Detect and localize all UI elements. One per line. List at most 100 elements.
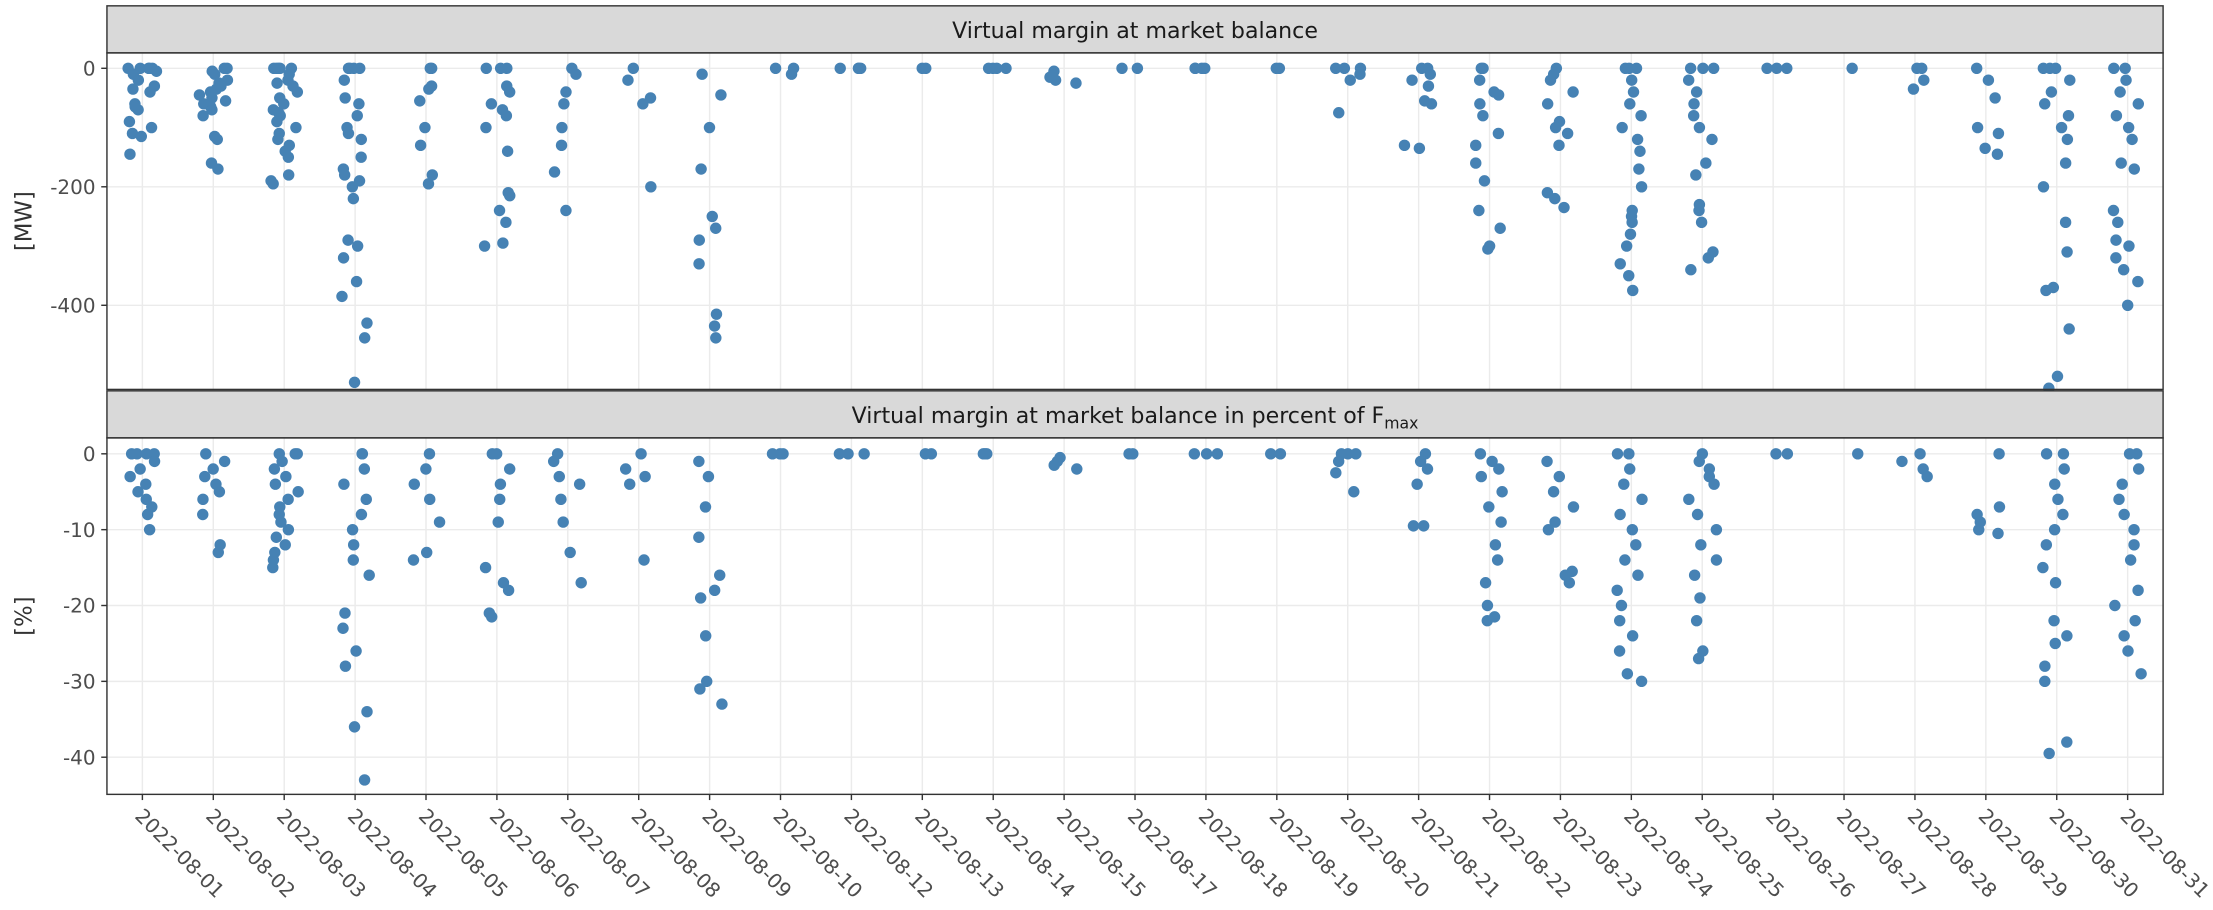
data-point bbox=[1631, 133, 1644, 146]
data-point bbox=[1918, 74, 1930, 86]
data-point bbox=[347, 192, 360, 205]
data-point bbox=[693, 234, 705, 246]
data-point bbox=[1417, 520, 1430, 532]
data-point bbox=[1702, 252, 1714, 264]
data-point bbox=[1991, 148, 2004, 160]
data-point bbox=[271, 115, 283, 128]
data-point bbox=[977, 448, 990, 460]
y-tick-label: -200 bbox=[50, 175, 95, 199]
data-point bbox=[1993, 448, 2005, 460]
data-point bbox=[1992, 527, 2004, 540]
y-tick-label: 0 bbox=[83, 56, 96, 80]
data-point bbox=[270, 531, 283, 543]
data-point bbox=[213, 486, 226, 498]
data-point bbox=[1342, 448, 1354, 460]
data-point bbox=[1688, 98, 1700, 110]
data-point bbox=[1914, 448, 1926, 460]
data-point bbox=[504, 189, 516, 202]
data-point bbox=[1421, 463, 1434, 475]
data-point bbox=[1982, 74, 1995, 86]
data-point bbox=[1624, 228, 1637, 240]
data-point bbox=[1693, 121, 1706, 134]
data-point bbox=[279, 539, 291, 551]
data-point bbox=[556, 121, 568, 134]
data-point bbox=[480, 62, 492, 75]
data-point bbox=[2051, 370, 2064, 383]
data-point bbox=[1549, 121, 1562, 134]
data-point bbox=[2064, 74, 2076, 86]
data-point bbox=[502, 584, 515, 597]
data-point bbox=[1470, 157, 1482, 169]
data-point bbox=[135, 130, 148, 143]
y-tick-label: 0 bbox=[83, 442, 96, 466]
data-point bbox=[1048, 459, 1060, 471]
data-point bbox=[125, 448, 138, 460]
data-point bbox=[414, 139, 427, 152]
plot-border bbox=[106, 52, 2164, 391]
data-point bbox=[424, 493, 436, 506]
data-point bbox=[1413, 142, 1426, 154]
data-point bbox=[1626, 630, 1639, 642]
data-point bbox=[2121, 299, 2134, 311]
data-point bbox=[1623, 448, 1635, 460]
data-point bbox=[497, 237, 509, 249]
data-point bbox=[1700, 157, 1712, 169]
data-point bbox=[208, 130, 221, 143]
data-point bbox=[1398, 139, 1411, 152]
data-point bbox=[2132, 275, 2144, 288]
data-point bbox=[1621, 668, 1634, 680]
data-point bbox=[290, 121, 302, 134]
data-point bbox=[1553, 139, 1565, 152]
data-point bbox=[1131, 62, 1144, 75]
data-point bbox=[219, 95, 232, 107]
data-point bbox=[858, 448, 870, 460]
data-point bbox=[1683, 493, 1695, 506]
data-point bbox=[503, 463, 516, 475]
data-point bbox=[1611, 448, 1624, 460]
data-point bbox=[695, 163, 707, 175]
data-point bbox=[1495, 516, 1507, 528]
data-point bbox=[2112, 216, 2124, 229]
data-point bbox=[1682, 74, 1695, 86]
data-point bbox=[134, 463, 146, 475]
data-point bbox=[1907, 83, 1920, 95]
data-point bbox=[766, 448, 779, 460]
data-point bbox=[1479, 577, 1492, 589]
data-point bbox=[703, 121, 716, 134]
data-point bbox=[1481, 599, 1494, 612]
data-point bbox=[1049, 74, 1062, 86]
y-tick-label: -400 bbox=[50, 293, 95, 317]
data-point bbox=[1542, 523, 1555, 536]
data-point bbox=[199, 470, 211, 483]
data-point bbox=[2044, 62, 2056, 75]
data-point bbox=[2128, 523, 2140, 536]
data-point bbox=[140, 448, 153, 460]
data-point bbox=[140, 478, 152, 490]
data-point bbox=[696, 68, 708, 80]
data-point bbox=[702, 470, 715, 483]
data-point bbox=[1491, 554, 1504, 566]
data-point bbox=[1690, 169, 1702, 181]
data-point bbox=[982, 62, 995, 75]
data-point bbox=[777, 448, 789, 460]
strip-background bbox=[106, 390, 2164, 439]
data-point bbox=[282, 169, 295, 181]
data-point bbox=[1547, 486, 1560, 498]
data-point bbox=[145, 121, 158, 134]
data-point bbox=[342, 127, 355, 140]
data-point bbox=[1619, 554, 1631, 566]
data-point bbox=[555, 139, 568, 152]
data-point bbox=[355, 508, 368, 521]
data-point bbox=[1625, 74, 1638, 86]
data-point bbox=[1478, 175, 1491, 187]
data-point bbox=[267, 178, 279, 190]
data-point bbox=[2040, 539, 2053, 551]
data-point bbox=[360, 493, 372, 506]
data-point bbox=[1615, 599, 1628, 612]
data-point bbox=[1694, 592, 1706, 604]
data-point bbox=[1470, 139, 1482, 152]
data-point bbox=[1189, 62, 1201, 75]
data-point bbox=[2057, 508, 2069, 521]
data-point bbox=[1541, 98, 1554, 110]
data-point bbox=[2059, 216, 2072, 229]
